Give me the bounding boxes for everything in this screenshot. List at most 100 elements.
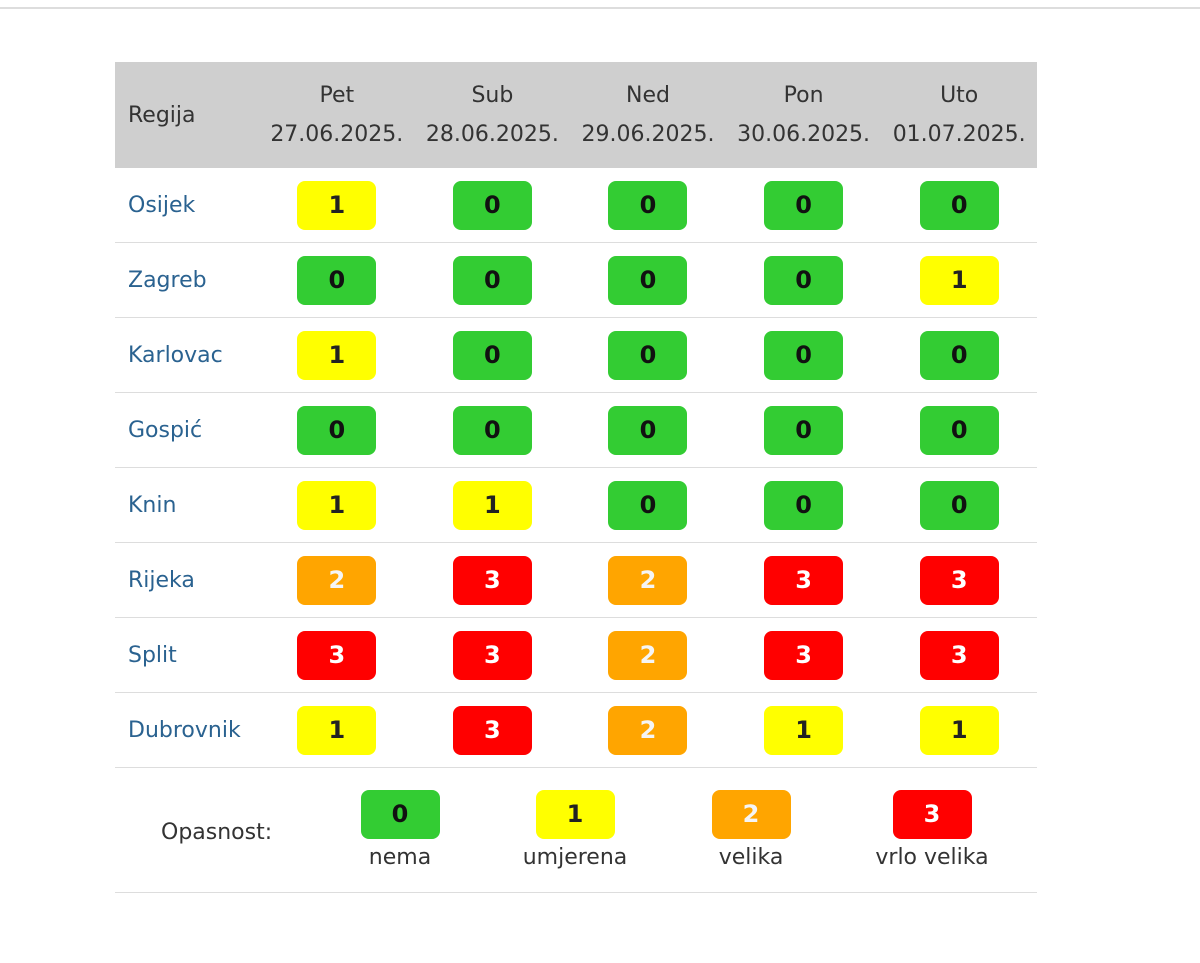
region-link[interactable]: Karlovac [128,342,223,368]
region-link[interactable]: Rijeka [128,567,195,593]
legend-item: 3 vrlo velika [852,790,1012,870]
danger-badge: 3 [892,790,972,839]
danger-badge: 3 [764,555,844,605]
danger-badge: 3 [452,705,532,755]
day-cell: 3 [415,555,571,605]
danger-badge: 2 [608,630,688,680]
danger-badge: 1 [919,255,999,305]
day-cell: 3 [881,555,1037,605]
danger-badge: 0 [608,405,688,455]
day-date: 28.06.2025. [425,122,559,147]
danger-badge: 0 [360,790,440,839]
header-region: Regija [128,102,196,128]
danger-badge: 0 [452,330,532,380]
danger-badge: 0 [919,405,999,455]
danger-badge: 0 [608,330,688,380]
region-link[interactable]: Dubrovnik [128,717,241,743]
danger-badge: 0 [919,180,999,230]
day-cell: 1 [881,705,1037,755]
header-day: Uto 01.07.2025. [881,76,1037,154]
table-row: Rijeka 2 3 2 3 3 [115,543,1037,618]
danger-badge: 0 [452,405,532,455]
danger-badge: 0 [608,480,688,530]
danger-badge: 0 [764,180,844,230]
day-cell: 0 [726,480,882,530]
region-link[interactable]: Knin [128,492,177,518]
top-divider [0,7,1200,9]
day-cell: 2 [570,705,726,755]
day-name: Pet [319,83,355,108]
legend-item: 2 velika [671,790,831,870]
day-cell: 0 [415,330,571,380]
day-name: Uto [940,83,979,108]
day-cell: 3 [415,705,571,755]
danger-badge: 3 [919,555,999,605]
danger-badge: 0 [297,255,377,305]
day-name: Pon [783,83,824,108]
danger-badge: 1 [764,705,844,755]
day-cell: 2 [570,630,726,680]
day-cell: 0 [881,180,1037,230]
region-link[interactable]: Osijek [128,192,196,218]
day-cell: 0 [259,255,415,305]
day-cell: 1 [259,480,415,530]
day-cell: 1 [881,255,1037,305]
day-cell: 0 [881,480,1037,530]
day-cell: 0 [726,255,882,305]
danger-badge: 0 [764,405,844,455]
day-cell: 0 [415,255,571,305]
danger-badge: 2 [297,555,377,605]
danger-badge: 0 [297,405,377,455]
table-row: Split 3 3 2 3 3 [115,618,1037,693]
danger-badge: 1 [452,480,532,530]
day-cell: 0 [570,405,726,455]
day-cell: 2 [259,555,415,605]
table-header: Regija Pet 27.06.2025. Sub 28.06.2025. Ned… [115,62,1037,168]
day-name: Ned [626,83,670,108]
danger-badge: 0 [452,180,532,230]
day-cell: 3 [726,630,882,680]
legend-text: velika [718,845,784,870]
day-cell: 3 [259,630,415,680]
legend-label: Opasnost: [161,820,273,845]
day-date: 29.06.2025. [581,122,715,147]
fire-danger-table: Regija Pet 27.06.2025. Sub 28.06.2025. Ned… [115,62,1037,893]
danger-badge: 2 [711,790,791,839]
day-cell: 0 [726,405,882,455]
legend: Opasnost: 0 nema 1 umjerena 2 velika 3 vrlo … [115,768,1037,893]
legend-text: vrlo velika [875,845,989,870]
danger-badge: 3 [452,555,532,605]
day-name: Sub [471,83,514,108]
danger-badge: 0 [764,330,844,380]
danger-badge: 0 [608,255,688,305]
day-cell: 1 [259,330,415,380]
day-cell: 1 [259,705,415,755]
day-cell: 0 [881,405,1037,455]
header-day: Sub 28.06.2025. [415,76,571,154]
danger-badge: 3 [919,630,999,680]
danger-badge: 1 [535,790,615,839]
day-date: 27.06.2025. [270,122,404,147]
table-row: Dubrovnik 1 3 2 1 1 [115,693,1037,768]
region-link[interactable]: Zagreb [128,267,207,293]
danger-badge: 1 [919,705,999,755]
legend-item: 0 nema [320,790,480,870]
day-cell: 0 [881,330,1037,380]
table-row: Gospić 0 0 0 0 0 [115,393,1037,468]
day-date: 01.07.2025. [892,122,1026,147]
day-cell: 3 [415,630,571,680]
region-link[interactable]: Split [128,642,177,668]
danger-badge: 0 [452,255,532,305]
legend-text: nema [368,845,432,870]
day-cell: 0 [570,255,726,305]
day-cell: 0 [570,330,726,380]
table-row: Zagreb 0 0 0 0 1 [115,243,1037,318]
day-cell: 0 [570,480,726,530]
danger-badge: 1 [297,180,377,230]
day-cell: 0 [259,405,415,455]
day-cell: 3 [881,630,1037,680]
region-link[interactable]: Gospić [128,417,203,443]
legend-item: 1 umjerena [495,790,655,870]
danger-badge: 0 [919,330,999,380]
danger-badge: 1 [297,330,377,380]
